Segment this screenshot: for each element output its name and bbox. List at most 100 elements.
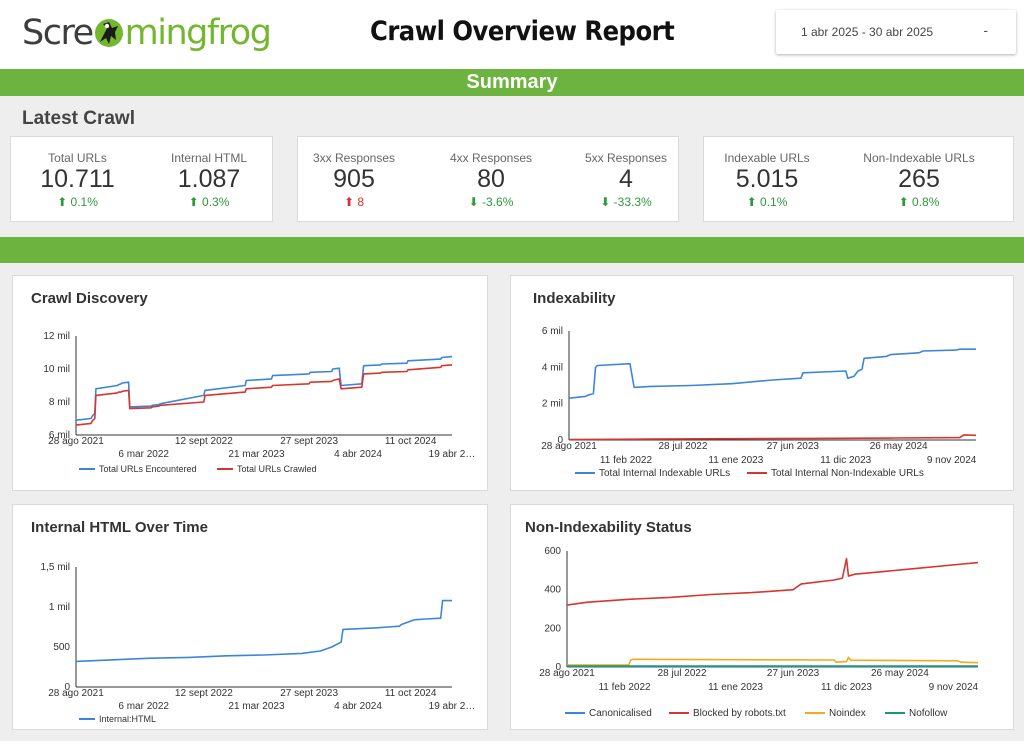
kpi-delta: ⬆ 8 [343, 195, 365, 209]
kpi-label: Indexable URLs [724, 151, 810, 165]
y-tick-label: 0 [555, 662, 561, 673]
x-tick-label: 4 abr 2024 [334, 701, 382, 712]
kpi-delta: ⬆ 0.1% [746, 195, 788, 209]
x-tick-label: 11 dic 2023 [820, 455, 871, 466]
kpi-3xx: 3xx Responses 905 ⬆ 8 [298, 137, 410, 209]
kpi-delta: ⬇ -33.3% [600, 195, 652, 209]
series-line [568, 434, 977, 441]
x-tick-label: 28 ago 2021 [48, 436, 104, 447]
chart-title: Indexability [533, 290, 616, 307]
legend-label: Total Internal Indexable URLs [599, 468, 730, 479]
kpi-value: 1.087 [177, 165, 241, 193]
dropdown-caret-icon[interactable]: - [983, 22, 988, 38]
legend-label: Canonicalised [589, 708, 652, 719]
legend-label: Noindex [829, 708, 866, 719]
x-tick-label: 11 oct 2024 [385, 436, 437, 447]
kpi-internal-html: Internal HTML 1.087 ⬆ 0.3% [144, 137, 274, 209]
kpi-value: 5.015 [735, 165, 799, 193]
series-line [567, 656, 979, 666]
x-tick-label: 11 ene 2023 [708, 455, 763, 466]
kpi-total-urls: Total URLs 10.711 ⬆ 0.1% [11, 137, 144, 209]
chart-card-crawl-discovery: Crawl Discovery 6 mil 8 mil 10 mil 12 mil 28… [12, 275, 488, 491]
logo-text-right: mingfrog [124, 13, 272, 53]
kpi-label: 3xx Responses [312, 151, 396, 165]
legend-label: Internal:HTML [99, 714, 156, 724]
kpi-value: 905 [333, 165, 375, 193]
x-tick-label: 28 ago 2021 [541, 441, 597, 452]
kpi-value: 10.711 [40, 165, 115, 193]
x-tick-label: 11 feb 2022 [598, 682, 651, 693]
x-tick-label: 19 abr 2… [429, 449, 476, 460]
x-tick-label: 21 mar 2023 [228, 701, 285, 712]
x-tick-label: 6 mar 2022 [118, 449, 169, 460]
legend-label: Total URLs Encountered [99, 464, 197, 474]
kpi-delta: ⬇ -3.6% [468, 195, 514, 209]
x-tick-label: 11 ene 2023 [708, 682, 763, 693]
crawl-discovery-chart: 6 mil 8 mil 10 mil 12 mil 28 ago 2021 12 sept… [43, 331, 476, 474]
x-tick-label: 28 ago 2021 [539, 668, 595, 679]
kpi-delta: ⬆ 0.1% [57, 195, 98, 209]
x-tick-label: 28 jul 2022 [658, 668, 707, 679]
x-tick-label: 11 dic 2023 [821, 682, 872, 693]
frog-logo-icon [94, 19, 123, 47]
x-tick-label: 27 sept 2023 [280, 436, 338, 447]
series-line [75, 364, 453, 426]
chart-title: Crawl Discovery [31, 290, 148, 307]
internal-html-chart: 0 500 1 mil 1,5 mil 28 ago 2021 12 sept 2022 2… [41, 562, 476, 724]
y-tick-label: 1 mil [49, 602, 70, 613]
screaming-frog-logo: Scre mingfrog [22, 12, 272, 54]
y-tick-label: 6 mil [542, 326, 563, 337]
y-tick-label: 1,5 mil [41, 562, 70, 573]
kpi-value: 265 [898, 165, 940, 193]
legend-label: Blocked by robots.txt [693, 708, 786, 719]
x-tick-label: 11 feb 2022 [600, 455, 653, 466]
legend-label: Nofollow [909, 708, 948, 719]
x-tick-label: 21 mar 2023 [228, 449, 285, 460]
y-tick-label: 2 mil [542, 399, 563, 410]
kpi-4xx: 4xx Responses 80 ⬇ -3.6% [428, 137, 554, 209]
y-tick-label: 4 mil [542, 362, 563, 373]
y-tick-label: 600 [544, 546, 561, 557]
x-tick-label: 26 may 2024 [870, 441, 928, 452]
x-tick-label: 26 may 2024 [871, 668, 929, 679]
kpi-card-urls: Total URLs 10.711 ⬆ 0.1% Internal HTML 1… [10, 136, 273, 222]
x-tick-label: 19 abr 2… [429, 701, 476, 712]
x-tick-label: 12 sept 2022 [175, 688, 233, 699]
section-title-latest-crawl: Latest Crawl [22, 108, 135, 129]
kpi-value: 80 [477, 165, 505, 193]
x-tick-label: 9 nov 2024 [929, 682, 979, 693]
x-tick-label: 27 sept 2023 [280, 688, 338, 699]
indexability-chart: 0 2 mil 4 mil 6 mil 28 ago 2021 28 jul 2022 27… [541, 326, 977, 479]
logo-text-left: Scre [22, 13, 94, 53]
y-tick-label: 12 mil [43, 331, 70, 342]
kpi-card-indexability: Indexable URLs 5.015 ⬆ 0.1% Non-Indexabl… [703, 136, 1014, 222]
x-tick-label: 4 abr 2024 [334, 449, 382, 460]
date-range-value: 1 abr 2025 - 30 abr 2025 [801, 25, 934, 39]
x-tick-label: 9 nov 2024 [927, 455, 977, 466]
kpi-label: 4xx Responses [449, 151, 533, 165]
divider-band [0, 237, 1024, 263]
chart-card-non-indexability: Non-Indexability Status 0 200 400 600 28 ago… [510, 504, 1014, 730]
series-line [566, 557, 979, 606]
kpi-label: Internal HTML [170, 151, 248, 165]
kpi-delta: ⬆ 0.8% [898, 195, 940, 209]
legend-label: Total URLs Crawled [237, 464, 317, 474]
date-range-picker[interactable]: 1 abr 2025 - 30 abr 2025 - [776, 10, 1016, 54]
kpi-5xx: 5xx Responses 4 ⬇ -33.3% [566, 137, 686, 209]
kpi-delta: ⬆ 0.3% [188, 195, 230, 209]
series-line [75, 355, 453, 421]
chart-card-indexability: Indexability 0 2 mil 4 mil 6 mil 28 ago 2021… [510, 275, 1014, 491]
kpi-card-responses: 3xx Responses 905 ⬆ 8 4xx Responses 80 ⬇… [297, 136, 679, 222]
series-line [75, 599, 452, 663]
y-tick-label: 6 mil [49, 430, 70, 441]
x-tick-label: 6 mar 2022 [118, 701, 169, 712]
chart-card-internal-html: Internal HTML Over Time 0 500 1 mil 1,5 mil… [12, 504, 488, 730]
kpi-value: 4 [619, 165, 633, 193]
kpi-label: Non-Indexable URLs [863, 151, 975, 165]
kpi-indexable: Indexable URLs 5.015 ⬆ 0.1% [704, 137, 830, 209]
y-tick-label: 0 [557, 435, 563, 446]
y-tick-label: 400 [544, 585, 561, 596]
summary-band: Summary [0, 69, 1024, 96]
series-line [568, 348, 976, 399]
chart-title: Non-Indexability Status [525, 519, 692, 536]
